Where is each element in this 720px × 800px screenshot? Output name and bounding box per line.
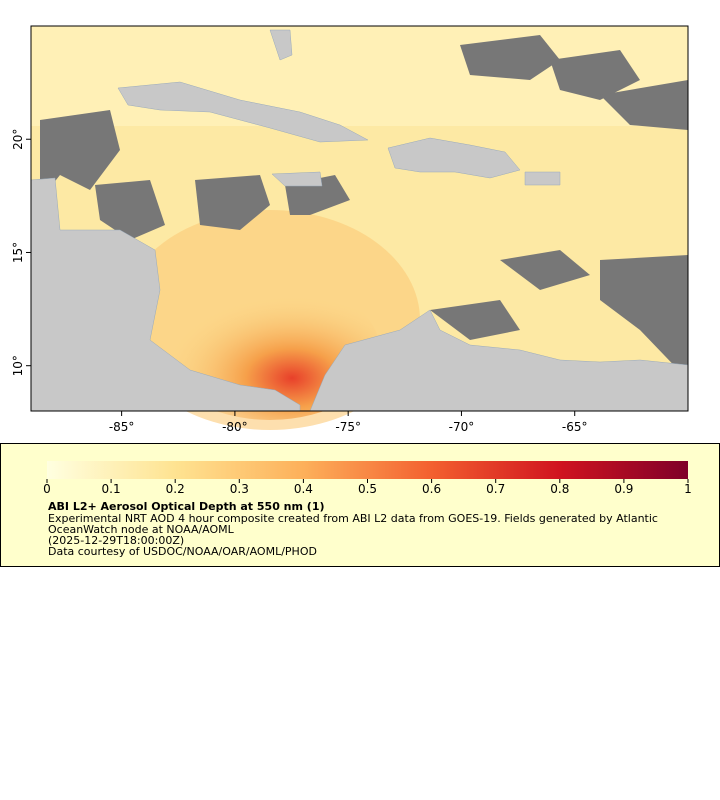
x-tick-label: -80° bbox=[222, 420, 248, 434]
colorbar-tick-label: 0.9 bbox=[614, 482, 633, 496]
land bbox=[30, 29, 689, 412]
y-tick-label: 20° bbox=[11, 129, 25, 150]
legend-time: (2025-12-29T18:00:00Z) bbox=[48, 534, 185, 547]
y-tick-label: 10° bbox=[11, 355, 25, 376]
colorbar-tick-label: 1 bbox=[684, 482, 692, 496]
colorbar-tick-label: 0.4 bbox=[294, 482, 313, 496]
colorbar-tick-label: 0.7 bbox=[486, 482, 505, 496]
colorbar bbox=[47, 461, 688, 479]
x-tick-label: -70° bbox=[449, 420, 475, 434]
clouds bbox=[40, 35, 688, 380]
map-figure: -85° -80° -75° -70° -65° 10° 15° 20° 0 0.1 0.2 0.3 0… bbox=[0, 25, 720, 567]
x-tick-label: -75° bbox=[335, 420, 361, 434]
colorbar-tick-label: 0.3 bbox=[230, 482, 249, 496]
legend-credit: Data courtesy of USDOC/NOAA/OAR/AOML/PHO… bbox=[48, 545, 317, 558]
legend-description: Experimental NRT AOD 4 hour composite cr… bbox=[48, 512, 658, 536]
legend-title: ABI L2+ Aerosol Optical Depth at 550 nm … bbox=[48, 500, 325, 513]
colorbar-tick-label: 0.5 bbox=[358, 482, 377, 496]
colorbar-tick-label: 0.1 bbox=[102, 482, 121, 496]
colorbar-tick-label: 0.8 bbox=[550, 482, 569, 496]
map-frame bbox=[30, 25, 689, 412]
x-tick-label: -85° bbox=[109, 420, 135, 434]
map-area bbox=[30, 26, 689, 430]
colorbar-tick-label: 0.6 bbox=[422, 482, 441, 496]
colorbar-tick-label: 0 bbox=[43, 482, 51, 496]
y-tick-label: 15° bbox=[11, 242, 25, 263]
colorbar-tick-label: 0.2 bbox=[166, 482, 185, 496]
x-tick-label: -65° bbox=[562, 420, 588, 434]
